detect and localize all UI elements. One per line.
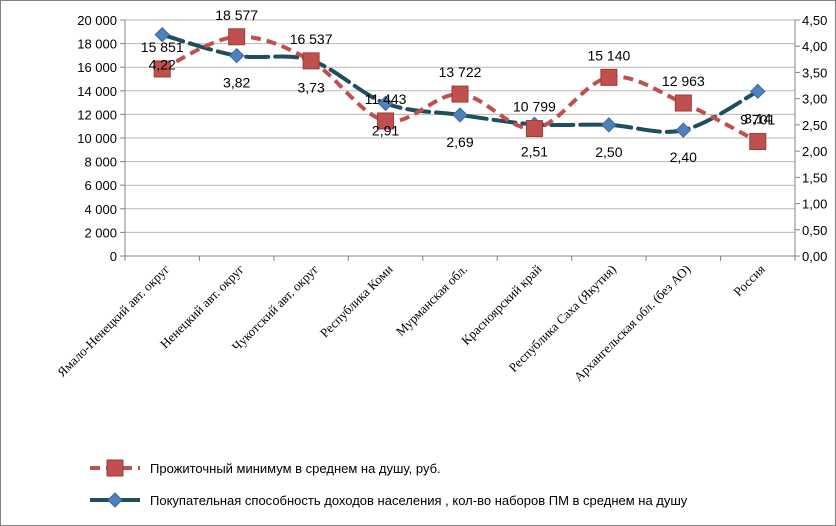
right-axis-tick-label: 4,00 xyxy=(802,39,827,54)
category-label: Республика Коми xyxy=(317,261,396,340)
purchasing-power-data-label: 2,50 xyxy=(595,144,622,160)
purchasing-power-data-label: 3,73 xyxy=(297,79,324,95)
subsistence-minimum-data-label: 15 140 xyxy=(587,47,630,63)
left-axis-tick-label: 12 000 xyxy=(77,107,117,122)
right-axis-tick-label: 2,50 xyxy=(802,118,827,133)
category-label: Красноярский край xyxy=(458,261,544,347)
left-axis-tick-labels: 0 2 000 4 000 6 000 8 000 10 000 12 000 14 000 1… xyxy=(77,13,117,264)
subsistence-minimum-point xyxy=(674,94,692,112)
subsistence-minimum-data-label: 12 963 xyxy=(662,73,705,89)
legend-marker-diamond xyxy=(107,492,123,508)
category-label: Россия xyxy=(730,262,768,300)
left-axis-tick-label: 0 xyxy=(110,249,117,264)
right-axis-tick-label: 1,50 xyxy=(802,170,827,185)
right-axis-tick-label: 0,50 xyxy=(802,223,827,238)
subsistence-minimum-point xyxy=(600,68,618,86)
data-labels: 15 851 18 577 16 537 11 443 13 722 10 799 15 1… xyxy=(141,7,776,165)
purchasing-power-line xyxy=(160,32,760,134)
purchasing-power-point xyxy=(750,83,766,100)
left-axis-tick-label: 20 000 xyxy=(77,13,117,28)
right-axis-tick-labels: 0,00 0,50 1,00 1,50 2,00 2,50 3,00 3,50 4,00 4,50 xyxy=(802,13,827,264)
purchasing-power-data-label: 2,51 xyxy=(521,143,548,159)
right-axis-tick-label: 1,00 xyxy=(802,197,827,212)
purchasing-power-data-label: 2,91 xyxy=(372,122,399,138)
category-label: Ямало-Ненецкий авт. округ xyxy=(54,262,172,380)
right-axis-tick-label: 0,00 xyxy=(802,249,827,264)
left-axis-tick-label: 8 000 xyxy=(84,155,117,170)
subsistence-minimum-point xyxy=(302,52,320,70)
subsistence-minimum-data-label: 9 701 xyxy=(740,112,775,128)
subsistence-minimum-data-label: 15 851 xyxy=(141,39,184,55)
legend: Прожиточный минимум в среднем на душу, р… xyxy=(90,459,688,508)
subsistence-minimum-point xyxy=(153,60,171,78)
purchasing-power-point xyxy=(154,26,170,43)
right-axis-tick-label: 4,50 xyxy=(802,13,827,28)
left-axis-tick-label: 10 000 xyxy=(77,131,117,146)
subsistence-minimum-data-label: 18 577 xyxy=(215,7,258,23)
purchasing-power-point xyxy=(452,107,468,123)
purchasing-power-data-label: 4,22 xyxy=(149,57,176,73)
legend-label-subsistence-minimum: Прожиточный минимум в среднем на душу, р… xyxy=(150,461,441,476)
right-axis-tick-label: 3,50 xyxy=(802,65,827,80)
purchasing-power-point xyxy=(228,47,245,64)
subsistence-minimum-data-label: 13 722 xyxy=(439,64,482,80)
purchasing-power-data-label: 2,69 xyxy=(446,134,473,150)
purchasing-power-point xyxy=(675,122,692,138)
left-axis-tick-label: 16 000 xyxy=(77,60,117,75)
purchasing-power-data-label: 3,14 xyxy=(744,110,771,126)
left-axis-tick-label: 18 000 xyxy=(77,37,117,52)
subsistence-minimum-point xyxy=(525,120,543,138)
subsistence-minimum-point xyxy=(377,112,395,130)
right-axis-tick-label: 3,00 xyxy=(802,92,827,107)
purchasing-power-data-label: 2,40 xyxy=(670,149,697,165)
category-label: Мурманская обл. xyxy=(393,262,470,339)
subsistence-minimum-data-label: 16 537 xyxy=(290,31,333,47)
subsistence-minimum-data-label: 10 799 xyxy=(513,99,556,115)
subsistence-minimum-data-label: 11 443 xyxy=(365,91,407,107)
legend-label-purchasing-power: Покупательная способность доходов населе… xyxy=(150,493,688,508)
left-axis-tick-label: 6 000 xyxy=(84,178,117,193)
purchasing-power-data-label: 3,82 xyxy=(223,75,250,91)
subsistence-minimum-point xyxy=(451,85,469,103)
left-axis-tick-label: 14 000 xyxy=(77,84,117,99)
left-axis-tick-label: 2 000 xyxy=(84,225,117,240)
subsistence-minimum-point xyxy=(228,28,246,46)
left-axis-tick-label: 4 000 xyxy=(84,202,117,217)
purchasing-power-point xyxy=(377,95,394,112)
chart-series xyxy=(153,26,767,151)
purchasing-power-point xyxy=(601,117,617,133)
right-axis-tick-label: 2,00 xyxy=(802,144,827,159)
subsistence-minimum-point xyxy=(749,133,767,151)
legend-marker-square xyxy=(106,459,124,477)
